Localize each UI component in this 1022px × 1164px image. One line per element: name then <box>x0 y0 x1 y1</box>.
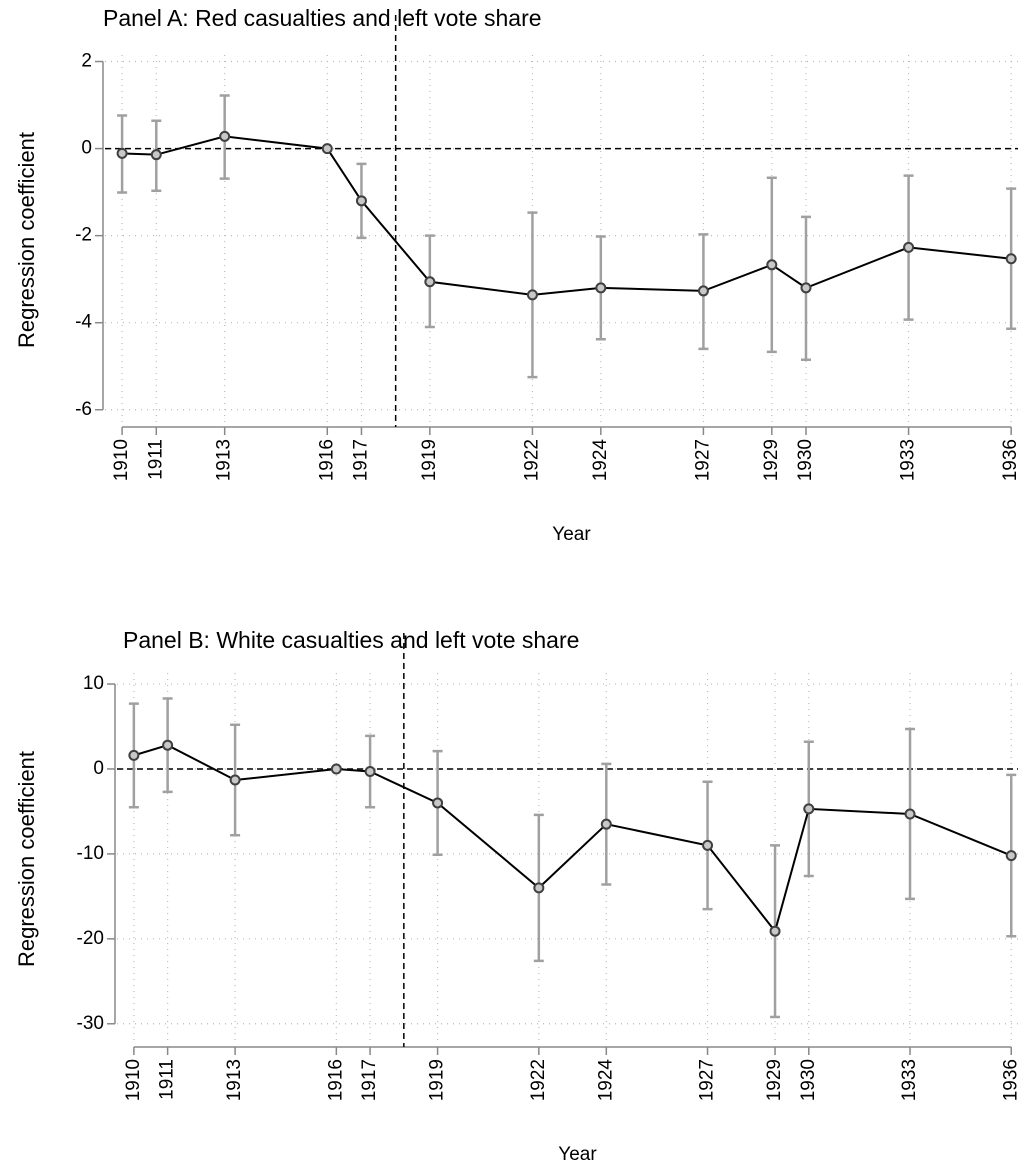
x-tick-label: 1910 <box>123 1059 144 1101</box>
x-tick-label: 1913 <box>224 1059 245 1101</box>
point <box>800 282 812 294</box>
x-tick-label: 1924 <box>590 439 611 482</box>
line <box>122 135 1012 296</box>
x-tick-label: 1922 <box>521 439 542 481</box>
y-tick-label: -10 <box>77 843 104 864</box>
x-tick-label: 1930 <box>795 439 816 481</box>
point <box>766 259 778 271</box>
point <box>330 763 342 775</box>
x-tick-label: 1936 <box>1000 1059 1021 1101</box>
x-tick-label: 1927 <box>692 439 713 481</box>
x-tick-label: 1910 <box>111 439 132 481</box>
point <box>803 803 815 815</box>
point <box>364 766 376 778</box>
point <box>526 289 538 301</box>
y-tick-label: -4 <box>75 312 92 333</box>
point <box>432 797 444 809</box>
y-tick-label: 0 <box>81 138 92 159</box>
point <box>150 149 162 161</box>
y-axis-label: Regression coefficient <box>14 132 39 348</box>
x-tick-label: 1927 <box>697 1059 718 1101</box>
point <box>697 285 709 297</box>
point <box>424 276 436 288</box>
point <box>903 241 915 253</box>
point <box>128 749 140 761</box>
point <box>355 195 367 207</box>
x-tick-label: 1922 <box>528 1059 549 1101</box>
point <box>702 839 714 851</box>
x-tick-label: 1929 <box>764 1059 785 1101</box>
point <box>229 774 241 786</box>
x-tick-label: 1911 <box>145 439 166 480</box>
chart-title: Panel A: Red casualties and left vote sh… <box>103 5 542 31</box>
x-axis-label: Year <box>558 1144 597 1164</box>
point <box>904 808 916 820</box>
y-tick-label: 10 <box>83 673 104 694</box>
point <box>1005 253 1017 265</box>
line <box>133 744 1012 934</box>
y-tick-label: -20 <box>77 928 104 949</box>
y-axis-label: Regression coefficient <box>14 751 39 967</box>
x-tick-label: 1924 <box>595 1059 616 1102</box>
y-tick-label: -2 <box>75 225 92 246</box>
point <box>116 147 128 159</box>
point <box>595 282 607 294</box>
x-tick-label: 1911 <box>157 1059 178 1100</box>
x-tick-label: 1917 <box>359 1059 380 1101</box>
x-tick-label: 1919 <box>419 439 440 481</box>
x-tick-label: 1913 <box>214 439 235 481</box>
y-tick-label: 2 <box>81 51 92 72</box>
x-tick-label: 1916 <box>325 1059 346 1101</box>
x-tick-label: 1930 <box>798 1059 819 1101</box>
point <box>321 143 333 155</box>
y-tick-label: -6 <box>75 399 92 420</box>
x-tick-label: 1936 <box>1000 439 1021 481</box>
x-tick-label: 1933 <box>898 439 919 481</box>
x-tick-label: 1919 <box>427 1059 448 1101</box>
point <box>769 925 781 937</box>
y-tick-label: 0 <box>93 758 104 779</box>
point <box>600 818 612 830</box>
y-tick-label: -30 <box>77 1013 104 1034</box>
point <box>219 130 231 142</box>
x-tick-label: 1929 <box>761 439 782 481</box>
x-tick-label: 1933 <box>899 1059 920 1101</box>
x-axis-label: Year <box>552 524 591 545</box>
x-tick-label: 1917 <box>350 439 371 481</box>
chart-title: Panel B: White casualties and left vote … <box>123 627 579 653</box>
x-tick-label: 1916 <box>316 439 337 481</box>
point <box>1005 850 1017 862</box>
point <box>162 739 174 751</box>
point <box>533 882 545 894</box>
